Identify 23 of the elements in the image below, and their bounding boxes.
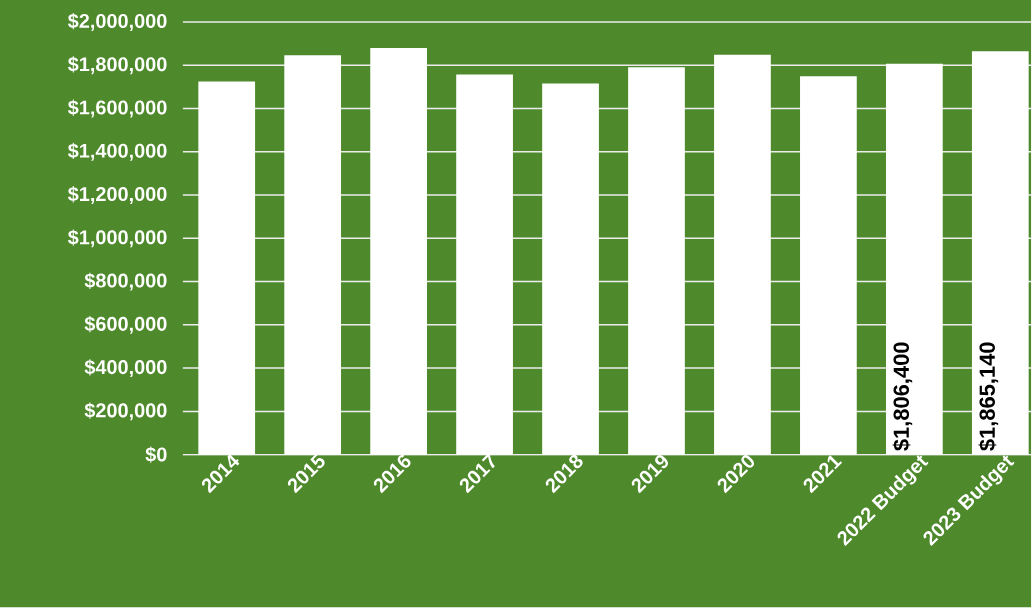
y-tick-label: $1,400,000: [67, 143, 167, 161]
bar: [456, 74, 513, 455]
y-tick-label: $600,000: [84, 316, 167, 334]
bar: [628, 67, 685, 455]
y-tick-label: $400,000: [84, 359, 167, 378]
bar: [198, 81, 256, 455]
bar: [714, 55, 771, 455]
data-label: $1,806,400: [892, 342, 913, 452]
data-label: $1,865,140: [978, 342, 999, 452]
y-tick-label: $1,000,000: [67, 229, 167, 248]
y-tick-label: $1,600,000: [67, 99, 167, 118]
bar: [284, 55, 342, 455]
bar: [885, 64, 943, 455]
bar: [971, 51, 1029, 455]
y-tick-label: $2,000,000: [67, 13, 167, 32]
bar: [370, 48, 427, 455]
bar: [542, 83, 599, 455]
y-tick-label: $800,000: [84, 272, 167, 291]
y-tick-label: $0: [145, 446, 167, 464]
y-tick-label: $1,200,000: [67, 186, 167, 205]
bar: [800, 76, 857, 455]
y-tick-label: $200,000: [84, 402, 167, 421]
y-tick-label: $1,800,000: [67, 56, 167, 75]
